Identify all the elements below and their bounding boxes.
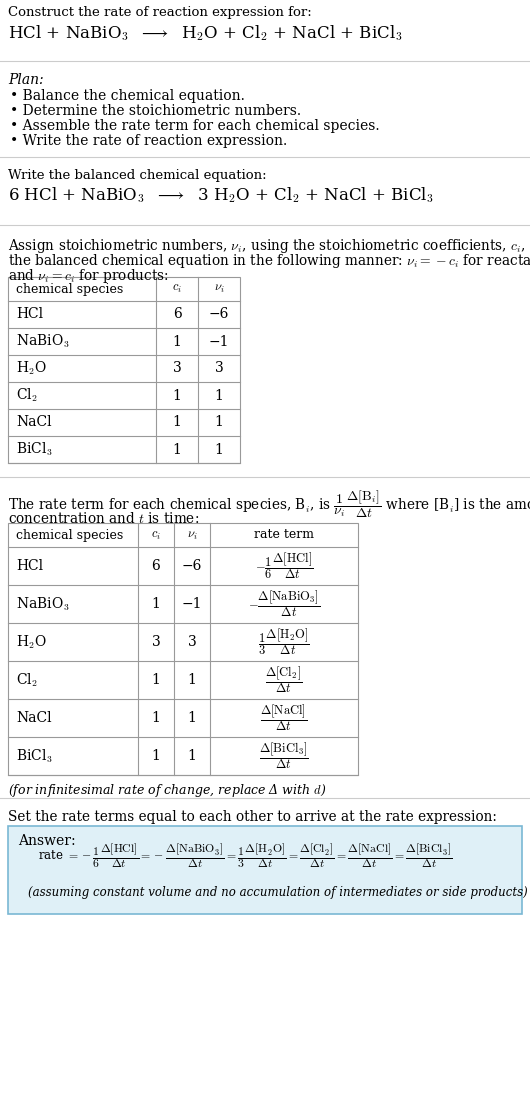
Text: 1: 1 [152, 673, 161, 687]
Text: −1: −1 [209, 335, 229, 348]
Text: Answer:: Answer: [18, 834, 76, 848]
Text: $\nu_i$: $\nu_i$ [187, 528, 197, 542]
Text: NaCl: NaCl [16, 711, 51, 725]
Text: 1: 1 [173, 443, 181, 457]
Text: HCl: HCl [16, 559, 43, 573]
Text: $\nu_i$: $\nu_i$ [214, 282, 224, 296]
Text: the balanced chemical equation in the following manner: $\nu_i = -c_i$ for react: the balanced chemical equation in the fo… [8, 252, 530, 270]
Text: 6: 6 [152, 559, 161, 573]
Text: 1: 1 [152, 749, 161, 763]
Text: Cl$_2$: Cl$_2$ [16, 387, 38, 404]
Text: −1: −1 [182, 597, 202, 610]
Text: chemical species: chemical species [16, 282, 123, 296]
Text: 3: 3 [152, 635, 161, 649]
Text: H$_2$O: H$_2$O [16, 360, 47, 377]
Text: Write the balanced chemical equation:: Write the balanced chemical equation: [8, 169, 267, 182]
Text: The rate term for each chemical species, B$_i$, is $\dfrac{1}{\nu_i}\dfrac{\Delt: The rate term for each chemical species,… [8, 489, 530, 520]
Text: • Write the rate of reaction expression.: • Write the rate of reaction expression. [10, 135, 287, 148]
Text: 1: 1 [188, 749, 197, 763]
Text: Plan:: Plan: [8, 73, 43, 87]
Text: BiCl$_3$: BiCl$_3$ [16, 440, 52, 458]
Text: chemical species: chemical species [16, 528, 123, 542]
Text: 1: 1 [215, 416, 224, 429]
Text: (for infinitesimal rate of change, replace Δ with $d$): (for infinitesimal rate of change, repla… [8, 782, 326, 800]
Text: NaCl: NaCl [16, 416, 51, 429]
Text: 1: 1 [188, 711, 197, 725]
Text: concentration and $t$ is time:: concentration and $t$ is time: [8, 512, 199, 526]
Text: $c_i$: $c_i$ [151, 528, 161, 542]
Text: • Assemble the rate term for each chemical species.: • Assemble the rate term for each chemic… [10, 119, 379, 133]
Text: 3: 3 [173, 361, 181, 376]
Text: rate $= -\dfrac{1}{6}\dfrac{\Delta[\mathrm{HCl}]}{\Delta t} = -\dfrac{\Delta[\ma: rate $= -\dfrac{1}{6}\dfrac{\Delta[\math… [38, 842, 453, 870]
Text: 3: 3 [188, 635, 197, 649]
Text: (assuming constant volume and no accumulation of intermediates or side products): (assuming constant volume and no accumul… [28, 886, 528, 898]
Text: NaBiO$_3$: NaBiO$_3$ [16, 332, 69, 350]
Text: 1: 1 [188, 673, 197, 687]
Text: • Balance the chemical equation.: • Balance the chemical equation. [10, 89, 245, 103]
Text: $-\dfrac{\Delta[\mathrm{NaBiO_3}]}{\Delta t}$: $-\dfrac{\Delta[\mathrm{NaBiO_3}]}{\Delt… [248, 588, 320, 619]
FancyBboxPatch shape [8, 277, 240, 463]
Text: rate term: rate term [254, 528, 314, 542]
Text: 3: 3 [215, 361, 223, 376]
Text: 1: 1 [152, 711, 161, 725]
Text: H$_2$O: H$_2$O [16, 634, 47, 651]
Text: 1: 1 [173, 416, 181, 429]
Text: Set the rate terms equal to each other to arrive at the rate expression:: Set the rate terms equal to each other t… [8, 810, 497, 824]
Text: $\dfrac{\Delta[\mathrm{BiCl_3}]}{\Delta t}$: $\dfrac{\Delta[\mathrm{BiCl_3}]}{\Delta … [259, 741, 309, 772]
Text: BiCl$_3$: BiCl$_3$ [16, 747, 52, 765]
Text: Cl$_2$: Cl$_2$ [16, 672, 38, 688]
Text: 6: 6 [173, 308, 181, 321]
Text: NaBiO$_3$: NaBiO$_3$ [16, 595, 69, 613]
Text: Construct the rate of reaction expression for:: Construct the rate of reaction expressio… [8, 6, 312, 19]
Text: −6: −6 [209, 308, 229, 321]
Text: and $\nu_i = c_i$ for products:: and $\nu_i = c_i$ for products: [8, 267, 169, 285]
Text: HCl: HCl [16, 308, 43, 321]
FancyBboxPatch shape [8, 523, 358, 775]
Text: 1: 1 [152, 597, 161, 610]
Text: $-\dfrac{1}{6}\dfrac{\Delta[\mathrm{HCl}]}{\Delta t}$: $-\dfrac{1}{6}\dfrac{\Delta[\mathrm{HCl}… [254, 550, 313, 582]
Text: 1: 1 [215, 388, 224, 403]
Text: 1: 1 [215, 443, 224, 457]
Text: 1: 1 [173, 335, 181, 348]
Text: Assign stoichiometric numbers, $\nu_i$, using the stoichiometric coefficients, $: Assign stoichiometric numbers, $\nu_i$, … [8, 237, 530, 255]
FancyBboxPatch shape [8, 826, 522, 914]
Text: −6: −6 [182, 559, 202, 573]
Text: $\dfrac{\Delta[\mathrm{Cl_2}]}{\Delta t}$: $\dfrac{\Delta[\mathrm{Cl_2}]}{\Delta t}… [265, 665, 303, 695]
Text: 6 HCl + NaBiO$_3$  $\longrightarrow$  3 H$_2$O + Cl$_2$ + NaCl + BiCl$_3$: 6 HCl + NaBiO$_3$ $\longrightarrow$ 3 H$… [8, 185, 434, 205]
Text: $\dfrac{\Delta[\mathrm{NaCl}]}{\Delta t}$: $\dfrac{\Delta[\mathrm{NaCl}]}{\Delta t}… [260, 703, 308, 734]
Text: $\dfrac{1}{3}\dfrac{\Delta[\mathrm{H_2O}]}{\Delta t}$: $\dfrac{1}{3}\dfrac{\Delta[\mathrm{H_2O}… [258, 626, 310, 657]
Text: HCl + NaBiO$_3$  $\longrightarrow$  H$_2$O + Cl$_2$ + NaCl + BiCl$_3$: HCl + NaBiO$_3$ $\longrightarrow$ H$_2$O… [8, 23, 402, 43]
Text: 1: 1 [173, 388, 181, 403]
Text: • Determine the stoichiometric numbers.: • Determine the stoichiometric numbers. [10, 105, 301, 118]
Text: $c_i$: $c_i$ [172, 282, 182, 296]
